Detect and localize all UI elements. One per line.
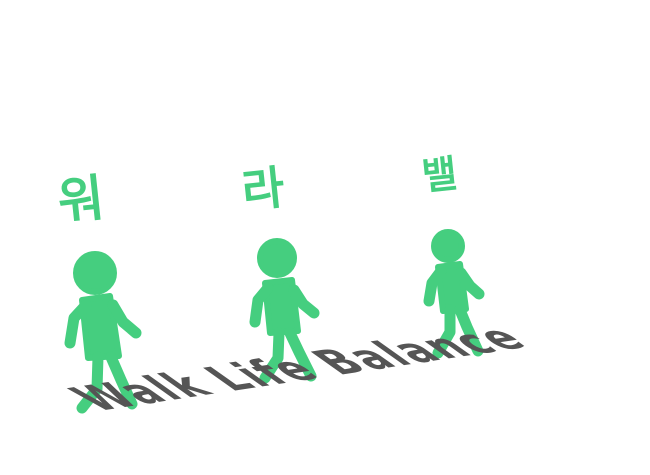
walking-person-icon xyxy=(64,251,142,414)
walking-person-icon xyxy=(423,229,485,359)
walking-person-icon xyxy=(249,238,320,384)
